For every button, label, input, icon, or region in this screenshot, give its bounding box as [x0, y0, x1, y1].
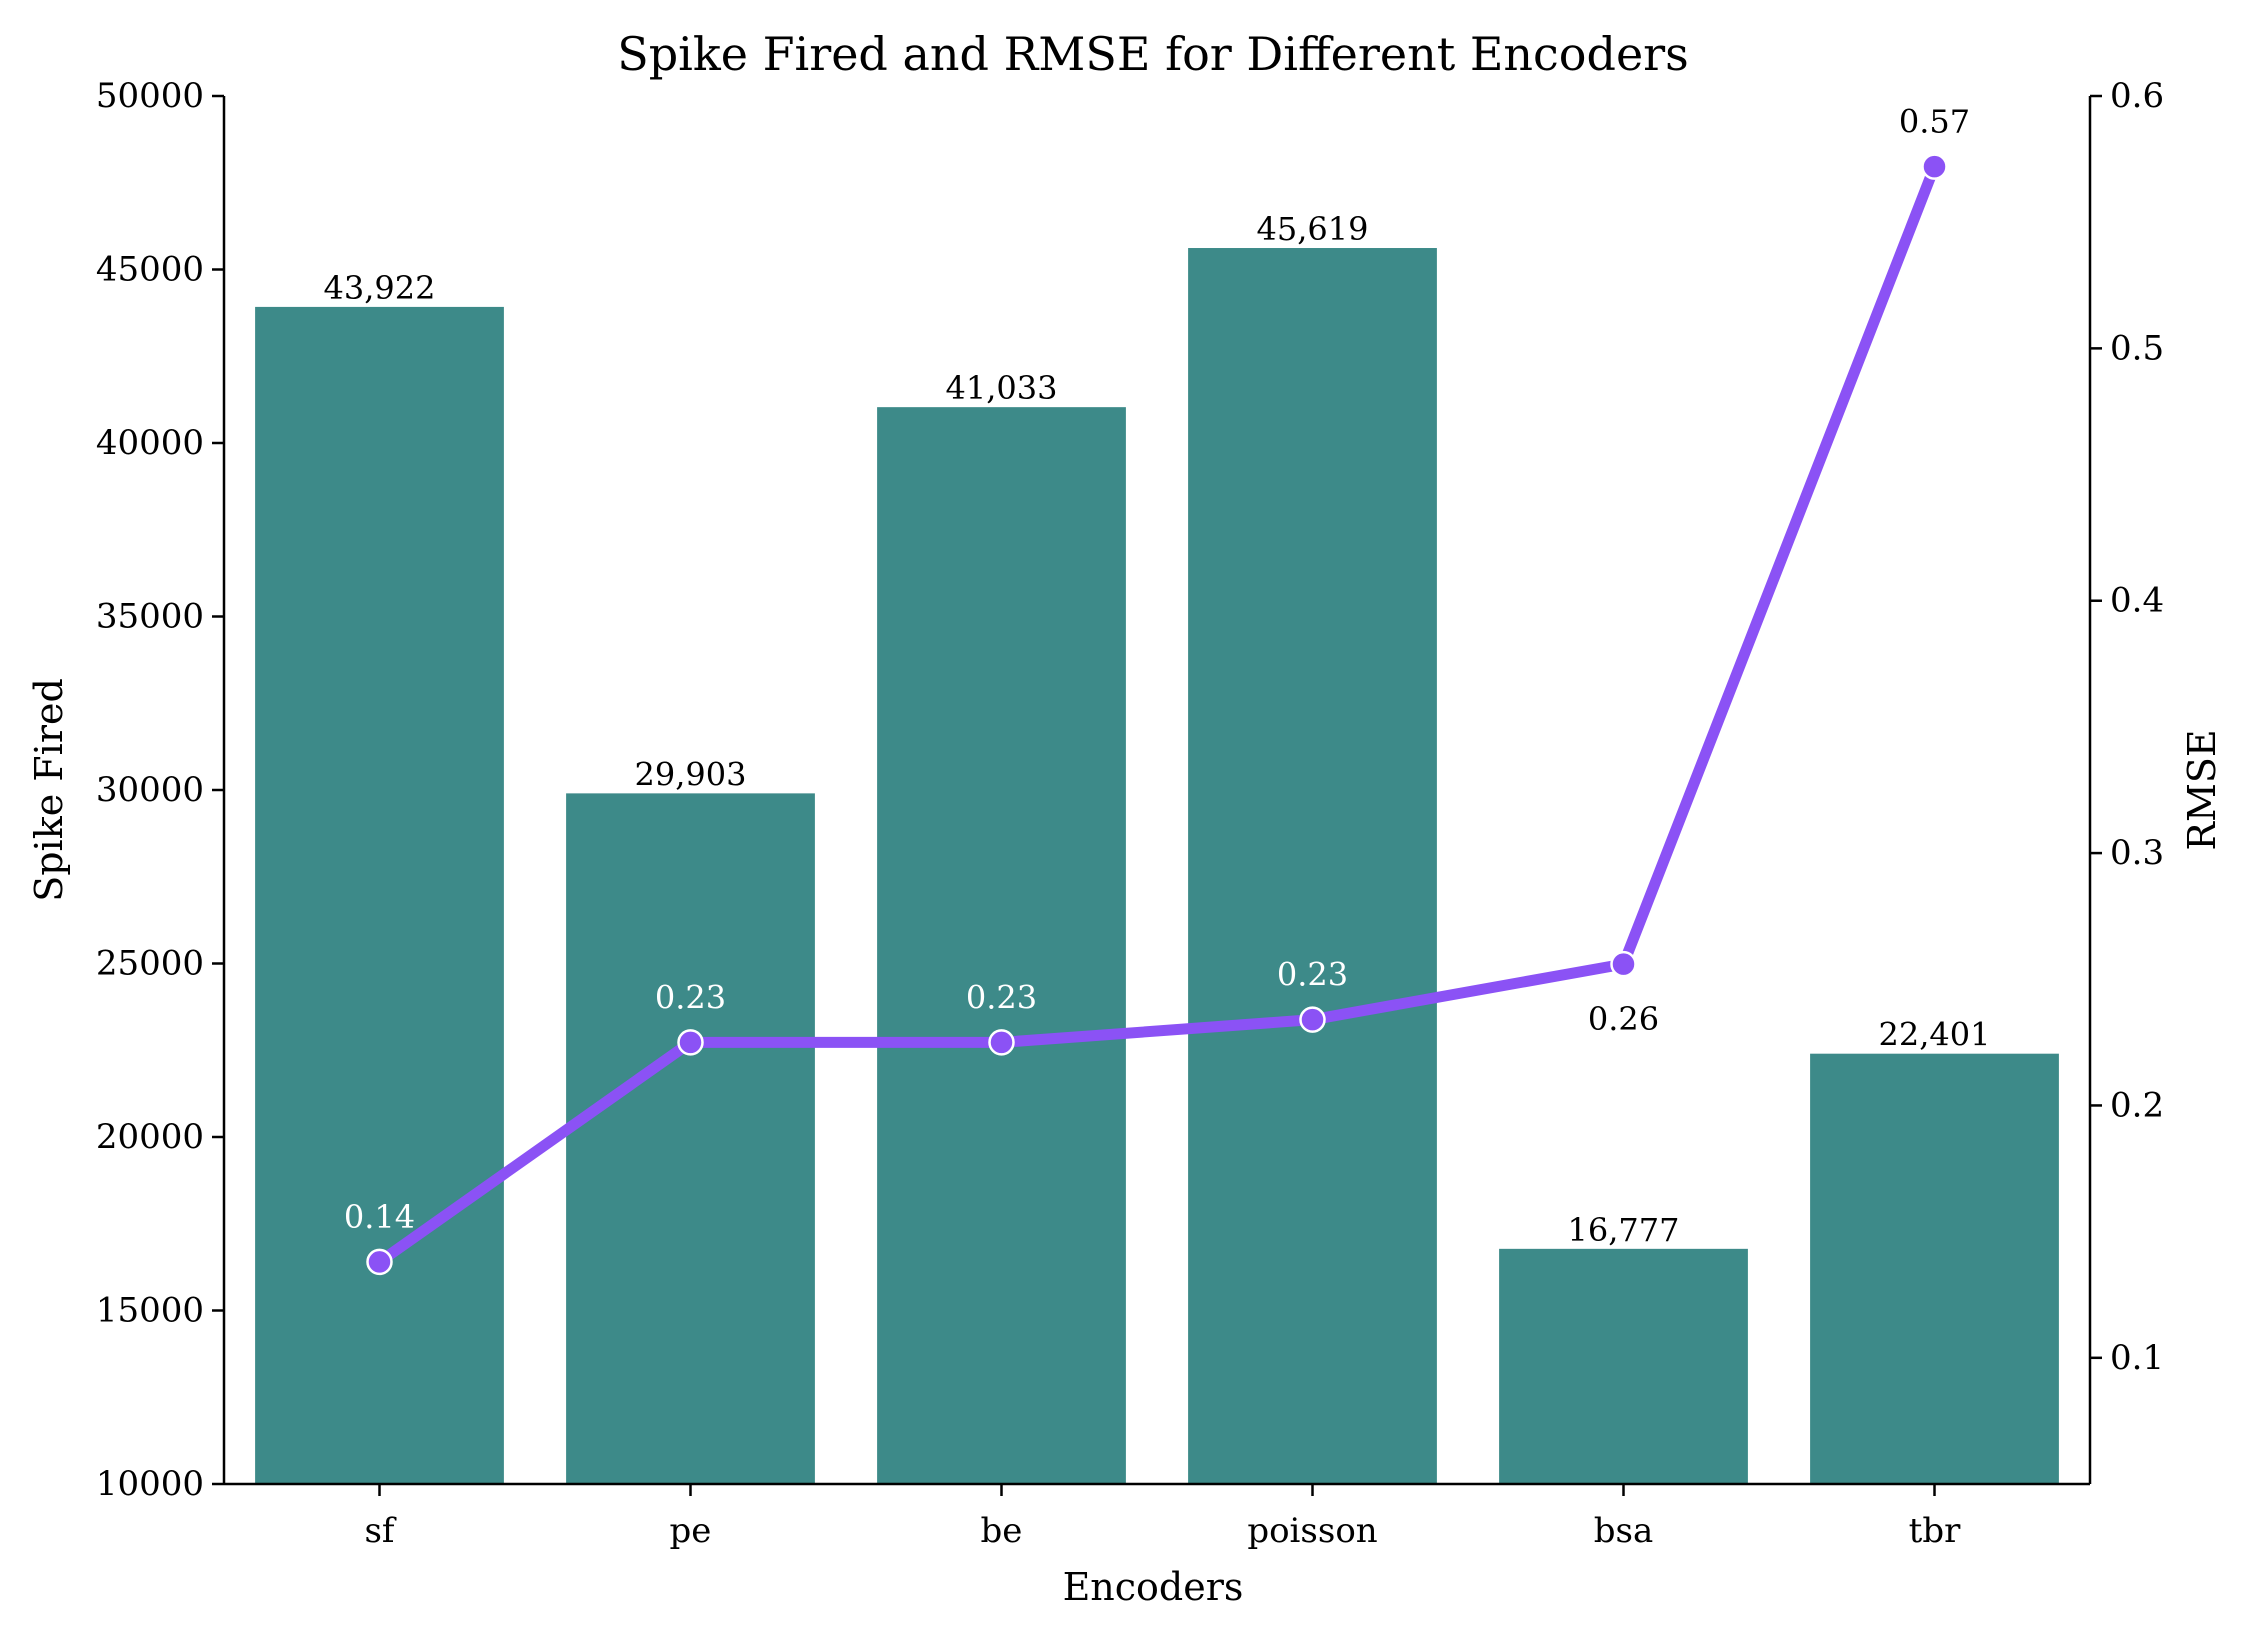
x-tick-label: poisson	[1247, 1511, 1377, 1551]
rmse-point	[1299, 1006, 1326, 1033]
rmse-value-label: 0.23	[966, 978, 1037, 1016]
y2-axis-label: RMSE	[2180, 729, 2224, 850]
rmse-value-label: 0.23	[1277, 956, 1348, 994]
bar-pe	[566, 793, 815, 1484]
bar-be	[877, 407, 1126, 1484]
bar-poisson	[1188, 248, 1437, 1484]
bar-sf	[255, 306, 504, 1484]
bar-value-label: 29,903	[635, 755, 747, 793]
rmse-value-label: 0.23	[655, 978, 726, 1016]
bar-value-label: 45,619	[1257, 210, 1369, 248]
bar-labels-layer: 43,922 29,903 41,033 45,619 16,777 22,401	[324, 210, 1991, 1249]
bars-layer	[255, 248, 2059, 1484]
bar-value-label: 16,777	[1568, 1211, 1680, 1249]
y-tick-label: 50000	[96, 76, 204, 116]
y-tick-label: 45000	[96, 250, 204, 290]
y-axis-label: Spike Fired	[27, 678, 71, 902]
rmse-point	[1921, 153, 1948, 180]
y2-tick-label: 0.5	[2110, 328, 2164, 368]
y-tick-label: 30000	[96, 770, 204, 810]
rmse-line	[374, 161, 1940, 1268]
y-tick-label: 40000	[96, 423, 204, 463]
y-tick-label: 10000	[96, 1464, 204, 1504]
rmse-point	[677, 1029, 704, 1056]
y-tick-label: 20000	[96, 1117, 204, 1157]
bar-value-label: 22,401	[1879, 1016, 1991, 1054]
y2-tick-label: 0.4	[2110, 581, 2164, 621]
x-tick-label: be	[981, 1511, 1023, 1551]
y-tick-label: 25000	[96, 944, 204, 984]
bar-value-label: 41,033	[946, 369, 1058, 407]
rmse-value-label: 0.57	[1899, 103, 1970, 141]
axes-layer: 10000 15000 20000 25000 30000 35000 40000 45000…	[96, 76, 2164, 1551]
x-tick-label: bsa	[1594, 1511, 1653, 1551]
x-tick-label: pe	[670, 1511, 712, 1551]
rmse-value-label: 0.26	[1588, 1000, 1659, 1038]
x-tick-label: tbr	[1909, 1511, 1961, 1551]
rmse-point	[988, 1029, 1015, 1056]
x-axis-label: Encoders	[1063, 1565, 1244, 1609]
rmse-value-label: 0.14	[344, 1198, 415, 1236]
bar-value-label: 43,922	[324, 269, 436, 307]
rmse-line-layer: 0.14 0.23 0.23 0.23 0.26 0.57	[344, 103, 1970, 1276]
bar-tbr	[1810, 1053, 2059, 1484]
y2-tick-label: 0.2	[2110, 1085, 2164, 1125]
y2-tick-label: 0.3	[2110, 833, 2164, 873]
rmse-point	[1610, 950, 1637, 978]
y-tick-label: 15000	[96, 1291, 204, 1331]
y2-tick-label: 0.6	[2110, 76, 2164, 116]
bar-bsa	[1499, 1248, 1748, 1484]
y-tick-label: 35000	[96, 597, 204, 637]
x-tick-label: sf	[364, 1511, 396, 1551]
chart-title: Spike Fired and RMSE for Different Encod…	[617, 27, 1689, 81]
rmse-point	[366, 1248, 393, 1276]
y2-tick-label: 0.1	[2110, 1338, 2164, 1378]
